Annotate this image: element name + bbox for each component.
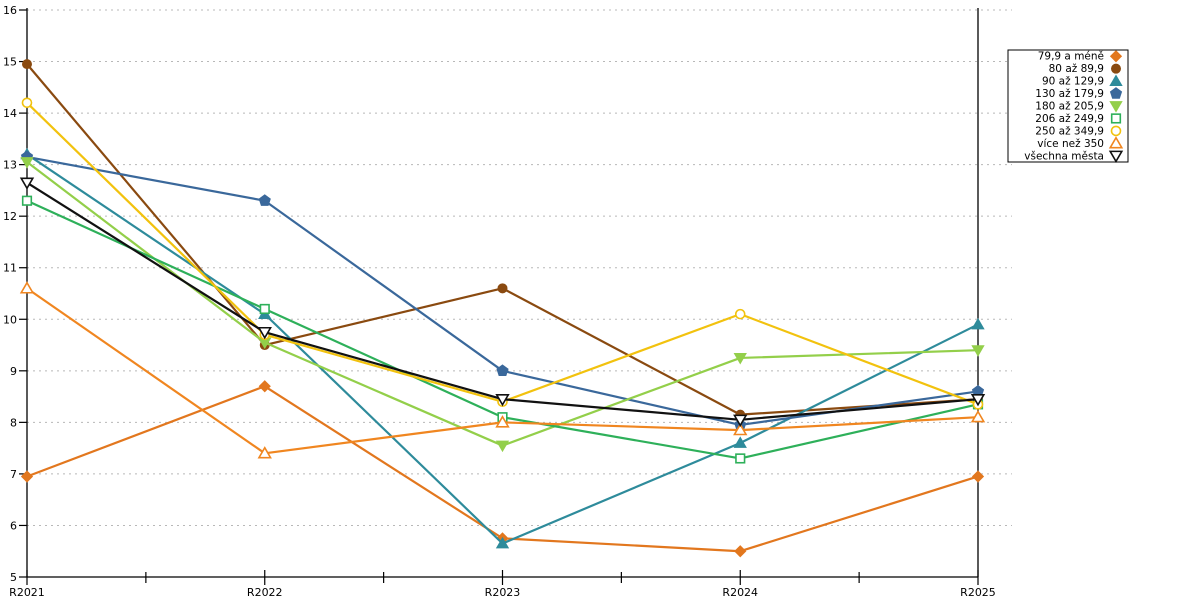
triangle-down-marker [970,393,986,407]
triangle-up-marker [19,281,35,294]
legend-item-label: 80 až 89,9 [1049,63,1104,75]
circle-marker [1110,125,1122,137]
circle-marker [734,308,746,320]
triangle-down-marker [733,353,747,365]
series-v-ce-ne-350 [19,281,986,459]
y-tick-label: 13 [3,159,17,172]
triangle-down-marker [1108,150,1124,163]
legend-item-label: 79,9 a méně [1038,51,1104,63]
square-marker [259,303,270,315]
y-tick-label: 6 [10,519,17,532]
legend-item: 180 až 205,9 [1035,101,1123,113]
series-line [25,63,980,416]
legend-item-label: všechna města [1024,150,1104,162]
y-tick-label: 11 [3,262,17,275]
triangle-down-marker [495,393,510,407]
x-tick-label: R2021 [9,586,45,599]
triangle-down-marker [19,177,35,190]
y-tick-label: 14 [3,107,17,120]
triangle-up-marker [495,415,510,428]
triangle-up-marker [733,422,748,436]
legend-item: 250 až 349,9 [1035,125,1122,137]
diamond-marker [258,380,271,393]
x-tick-label: R2025 [960,586,996,599]
y-tick-label: 9 [10,365,17,378]
legend-item-label: 130 až 179,9 [1035,88,1104,100]
diamond-marker [734,545,747,558]
legend-item: 80 až 89,9 [1049,63,1121,75]
triangle-down-marker [257,326,272,340]
data-series [19,59,986,558]
triangle-up-marker [733,436,747,448]
y-tick-label: 16 [3,4,17,17]
legend-box [1007,49,1129,163]
legend-item: všechna města [1024,150,1124,163]
legend-item: více než 350 [1037,136,1124,150]
pentagon-marker [496,364,509,377]
triangle-down-marker [971,345,985,357]
pentagon-marker [258,194,271,206]
diamond-marker [20,470,34,483]
square-marker [1110,113,1122,124]
circle-marker [22,59,32,70]
triangle-down-marker [20,157,34,169]
legend-item: 79,9 a méně [1038,50,1123,63]
triangle-up-marker [1108,136,1124,149]
y-tick-label: 8 [10,416,17,429]
legend-item: 206 až 249,9 [1035,113,1122,125]
triangle-up-marker [970,410,986,423]
legend-item: 90 až 129,9 [1042,74,1123,88]
axes: 5 6 7 8 9 10 11 12 13 14 15 16 R2021 R2022 R2023 R2024 R… [3,4,996,599]
series-line [25,181,980,421]
square-marker [21,195,33,206]
x-tick-label: R2024 [722,586,758,599]
diamond-marker [1109,50,1123,63]
triangle-up-marker [971,317,985,330]
square-marker [735,453,746,464]
diamond-marker [971,470,985,483]
series-line [25,101,980,406]
series-90-a-129-9 [20,147,985,549]
series-v-echna-m-sta [19,177,986,427]
x-tick-label: R2023 [485,586,521,599]
pentagon-marker [1109,87,1123,99]
triangle-up-marker [1109,74,1123,87]
triangle-up-marker [257,446,272,459]
triangle-up-marker [495,536,510,549]
circle-marker [1111,63,1121,74]
circle-marker [497,283,508,294]
x-tick-label: R2022 [247,586,283,599]
legend-item-label: 206 až 249,9 [1035,113,1104,125]
triangle-down-marker [733,414,748,427]
legend-item-label: 90 až 129,9 [1042,76,1104,88]
y-tick-label: 15 [3,56,17,69]
y-tick-label: 7 [10,468,17,481]
legend-item-label: 250 až 349,9 [1035,125,1104,137]
circle-marker [21,97,33,109]
legend-item-label: více než 350 [1037,138,1104,150]
y-tick-label: 10 [3,313,17,326]
y-tick-label: 12 [3,210,17,223]
triangle-down-marker [1109,101,1123,113]
legend-item-label: 180 až 205,9 [1035,101,1104,113]
triangle-down-marker [495,440,510,453]
y-tick-label: 5 [10,571,17,584]
series-250-a-349-9 [21,97,984,410]
legend-item: 130 až 179,9 [1035,87,1123,100]
series-line [25,153,980,545]
